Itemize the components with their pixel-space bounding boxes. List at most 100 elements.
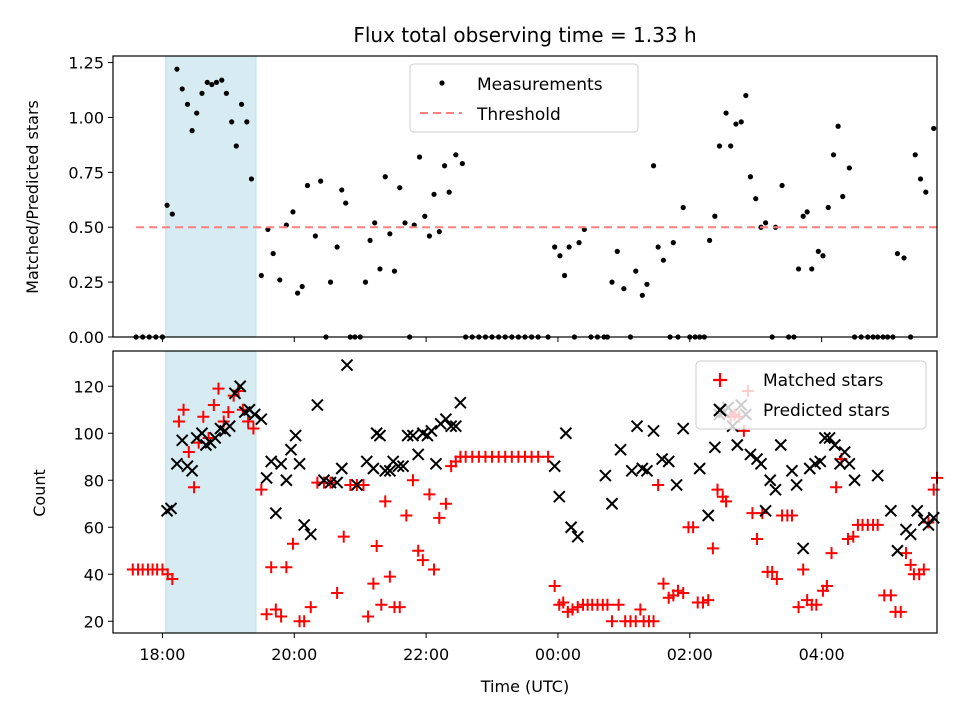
predicted-point xyxy=(630,419,644,433)
predicted-point xyxy=(774,438,787,452)
matched-point xyxy=(400,509,413,522)
measurement-point xyxy=(763,220,769,226)
measurement-point xyxy=(931,125,937,132)
matched-point xyxy=(671,584,684,597)
x-tick-label: 04:00 xyxy=(799,645,845,664)
measurement-point xyxy=(248,176,255,182)
predicted-point xyxy=(274,457,288,471)
predicted-point xyxy=(373,429,387,442)
predicted-point xyxy=(234,380,247,393)
predicted-point xyxy=(571,530,584,543)
measurement-point xyxy=(312,233,318,239)
bottom-panel: 18:00 20:00 22:00 00:00 02:00 04:00 20 40 60 80 10… xyxy=(30,350,943,696)
measurement-point xyxy=(650,163,657,169)
matched-point xyxy=(379,495,392,508)
measurement-point xyxy=(304,182,311,189)
predicted-point xyxy=(764,474,777,487)
predicted-point xyxy=(367,462,380,475)
measurement-point xyxy=(566,244,572,250)
bottom-y-tick-label: 60 xyxy=(84,518,104,537)
predicted-point xyxy=(693,462,706,475)
predicted-point xyxy=(228,387,242,400)
predicted-point xyxy=(265,455,278,468)
matched-point xyxy=(269,603,282,616)
measurement-point xyxy=(561,272,568,279)
matched-point xyxy=(412,544,425,557)
measurement-point xyxy=(290,209,296,215)
measurement-point xyxy=(189,128,195,134)
measurement-point xyxy=(318,178,324,184)
predicted-point xyxy=(655,452,669,466)
matched-point xyxy=(792,601,805,614)
predicted-point xyxy=(605,497,619,510)
measurement-point xyxy=(299,283,305,290)
measurement-point xyxy=(723,110,729,116)
chart-title: Flux total observing time = 1.33 h xyxy=(353,23,696,47)
bottom-y-tick-label: 120 xyxy=(73,377,104,396)
matched-point xyxy=(265,561,278,574)
measurement-point xyxy=(343,200,349,206)
matched-point xyxy=(212,382,225,395)
matched-point xyxy=(657,577,670,590)
measurement-point xyxy=(294,290,301,296)
matched-point xyxy=(370,540,383,553)
legend-measurement-marker xyxy=(439,80,445,86)
measurement-point xyxy=(917,176,924,182)
x-tick-label: 18:00 xyxy=(139,645,185,664)
predicted-point xyxy=(392,459,405,473)
measurement-point xyxy=(441,163,448,169)
matched-point xyxy=(177,403,190,416)
matched-point xyxy=(751,533,764,545)
matched-point xyxy=(197,410,210,423)
matched-point xyxy=(557,596,570,609)
predicted-point xyxy=(833,457,847,471)
measurement-point xyxy=(446,189,452,195)
measurement-point xyxy=(747,174,754,180)
predicted-point xyxy=(396,459,410,473)
top-y-axis-label: Matched/Predicted stars xyxy=(23,100,42,294)
measurement-point xyxy=(184,101,191,107)
predicted-point xyxy=(599,469,612,482)
bottom-y-tick-label: 40 xyxy=(84,565,104,584)
predicted-point xyxy=(176,434,189,447)
measurement-point xyxy=(733,121,739,127)
top-ticks: 0.00 0.25 0.50 0.75 1.00 1.25 xyxy=(68,54,823,347)
measurement-point xyxy=(391,268,398,274)
measurement-point xyxy=(923,189,929,195)
matched-point xyxy=(612,598,625,611)
predicted-point xyxy=(754,457,768,471)
matched-point xyxy=(606,615,619,628)
matched-point xyxy=(917,563,930,576)
measurement-point xyxy=(670,240,676,246)
matched-point xyxy=(280,561,293,574)
measurement-point xyxy=(213,79,220,85)
predicted-point xyxy=(248,408,261,421)
predicted-point xyxy=(164,502,178,515)
matched-point xyxy=(820,580,833,592)
matched-point xyxy=(337,530,350,543)
measurement-point xyxy=(194,110,200,116)
matched-point xyxy=(871,518,884,531)
legend-threshold-label: Threshold xyxy=(476,105,561,125)
predicted-point xyxy=(280,474,293,487)
matched-point xyxy=(182,446,195,459)
measurement-point xyxy=(382,174,388,180)
predicted-point xyxy=(559,427,573,440)
predicted-point xyxy=(640,464,654,478)
measurement-point xyxy=(912,152,918,158)
bottom-ticks: 18:00 20:00 22:00 00:00 02:00 04:00 20 40 60 80 10… xyxy=(73,377,844,664)
predicted-point xyxy=(548,459,561,473)
predicted-point xyxy=(454,396,467,409)
predicted-point xyxy=(304,528,317,541)
matched-point xyxy=(894,605,907,618)
predicted-point xyxy=(269,506,283,520)
predicted-point xyxy=(922,518,935,532)
predicted-point xyxy=(564,521,578,534)
matched-point xyxy=(286,537,299,550)
matched-point xyxy=(711,483,724,496)
matched-point xyxy=(423,488,436,501)
matched-point xyxy=(406,474,419,487)
measurement-point xyxy=(459,160,465,167)
measurement-point xyxy=(655,244,661,250)
measurement-point xyxy=(815,248,821,254)
